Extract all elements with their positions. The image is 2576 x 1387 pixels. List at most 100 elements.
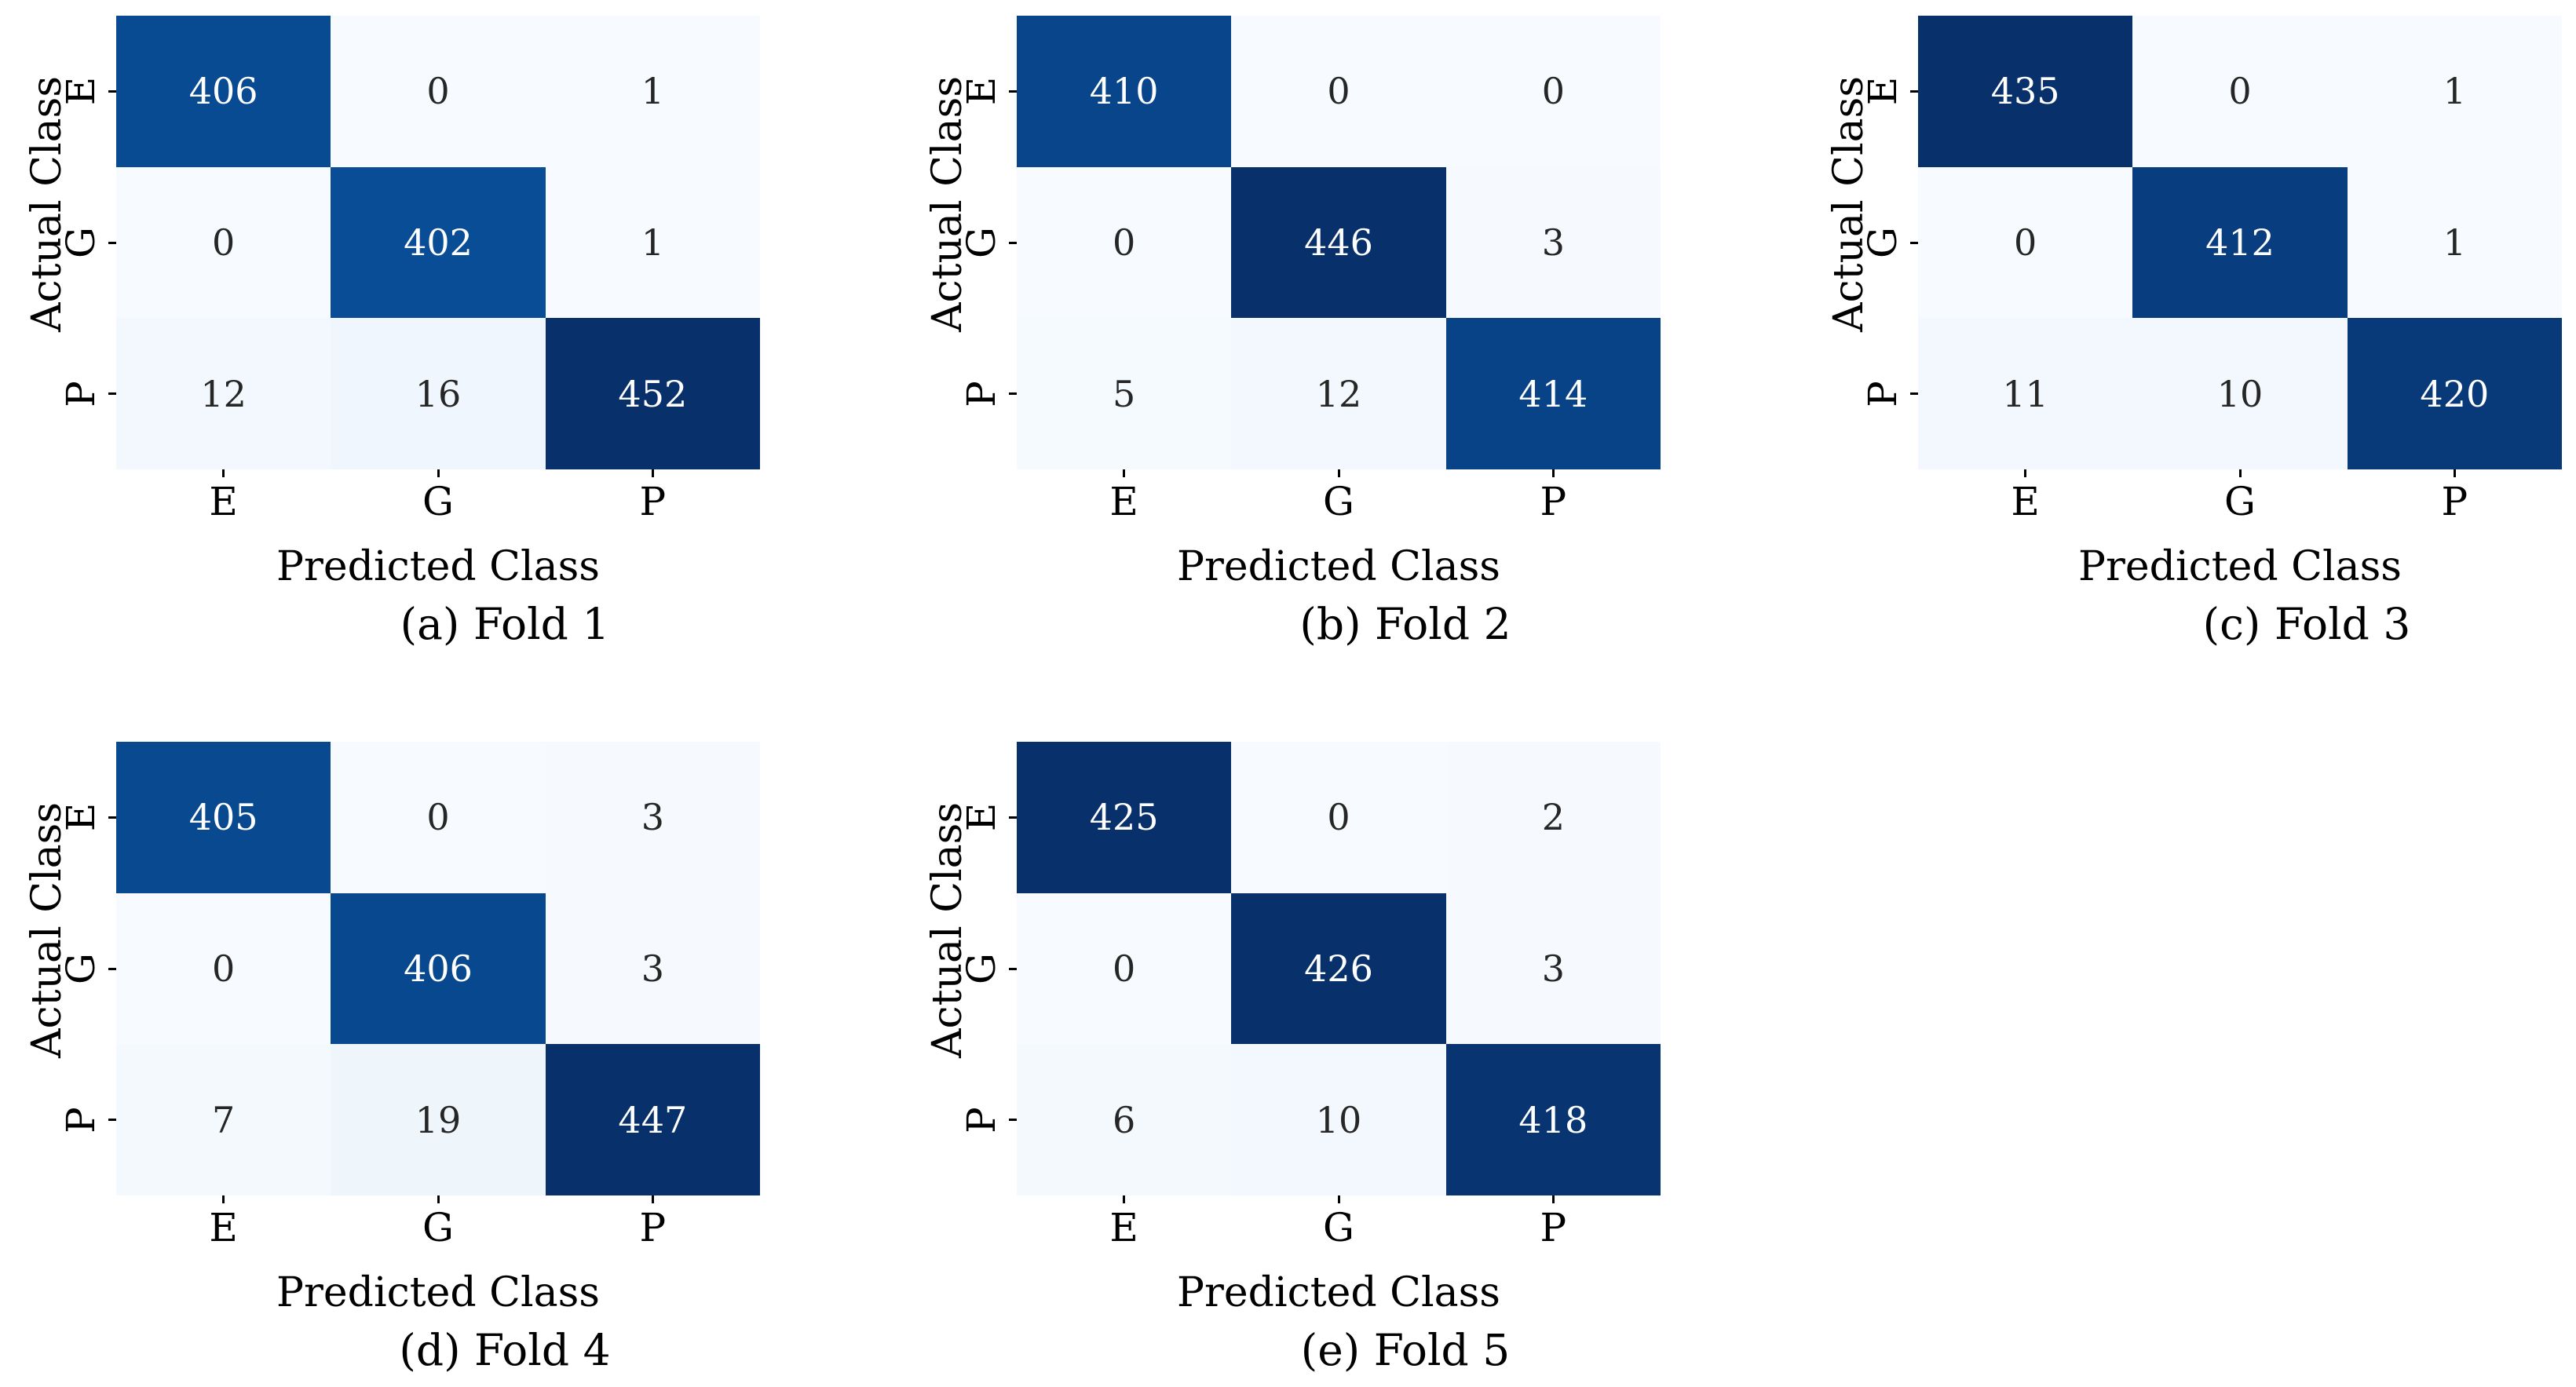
y-tick-label: G bbox=[959, 953, 1004, 984]
x-tick-label: P bbox=[1540, 1205, 1567, 1250]
x-tick-mark bbox=[1551, 469, 1555, 477]
matrix-cell: 446 bbox=[1231, 166, 1446, 319]
y-tick-mark bbox=[108, 241, 116, 244]
y-axis-label: Actual Class bbox=[24, 75, 71, 333]
y-tick-label: P bbox=[58, 380, 104, 407]
matrix-cell: 5 bbox=[1017, 318, 1232, 469]
matrix-cell: 1 bbox=[2347, 16, 2562, 167]
y-tick-label: E bbox=[58, 803, 104, 832]
matrix-cell: 0 bbox=[116, 166, 331, 319]
y-tick-mark bbox=[1910, 241, 1918, 244]
matrix-cell: 2 bbox=[1445, 742, 1661, 893]
confusion-matrix-heatmap: 410 0 0 0 446 3 5 12 414 bbox=[1017, 16, 1661, 469]
x-axis-label: Predicted Class bbox=[1177, 543, 1500, 590]
x-tick-mark bbox=[1551, 1195, 1555, 1203]
matrix-cell: 425 bbox=[1017, 742, 1232, 893]
y-axis-label: Actual Class bbox=[24, 801, 71, 1059]
x-tick-mark bbox=[1123, 469, 1126, 477]
subplot-caption: (b) Fold 2 bbox=[1299, 599, 1511, 649]
x-tick-label: G bbox=[422, 1205, 454, 1250]
x-tick-mark bbox=[2453, 469, 2456, 477]
y-tick-label: G bbox=[959, 227, 1004, 258]
x-axis-label: Predicted Class bbox=[276, 543, 600, 590]
x-tick-label: E bbox=[209, 1205, 238, 1250]
y-tick-label: E bbox=[959, 803, 1004, 832]
matrix-cell: 11 bbox=[1918, 318, 2133, 469]
matrix-cell: 10 bbox=[1231, 1044, 1446, 1195]
y-tick-mark bbox=[1009, 816, 1017, 819]
x-tick-mark bbox=[1337, 469, 1340, 477]
matrix-cell: 0 bbox=[1231, 742, 1446, 893]
matrix-cell: 412 bbox=[2132, 166, 2348, 319]
x-tick-label: G bbox=[2224, 479, 2256, 524]
matrix-cell: 0 bbox=[1445, 16, 1661, 167]
y-tick-label: G bbox=[1860, 227, 1906, 258]
matrix-cell: 6 bbox=[1017, 1044, 1232, 1195]
x-tick-label: G bbox=[1323, 1205, 1354, 1250]
x-tick-mark bbox=[222, 469, 225, 477]
subplot-caption: (e) Fold 5 bbox=[1300, 1325, 1511, 1375]
matrix-cell: 426 bbox=[1231, 892, 1446, 1045]
matrix-cell: 1 bbox=[2347, 166, 2562, 319]
matrix-cell: 3 bbox=[545, 892, 760, 1045]
confusion-matrix-heatmap: 425 0 2 0 426 3 6 10 418 bbox=[1017, 742, 1661, 1195]
matrix-cell: 3 bbox=[545, 742, 760, 893]
x-axis-label: Predicted Class bbox=[2078, 543, 2402, 590]
matrix-cell: 0 bbox=[1017, 166, 1232, 319]
matrix-cell: 10 bbox=[2132, 318, 2348, 469]
matrix-cell: 418 bbox=[1445, 1044, 1661, 1195]
x-tick-mark bbox=[437, 1195, 440, 1203]
y-tick-mark bbox=[108, 89, 116, 93]
y-tick-label: E bbox=[58, 77, 104, 106]
matrix-cell: 0 bbox=[331, 16, 546, 167]
matrix-cell: 452 bbox=[545, 318, 760, 469]
matrix-cell: 7 bbox=[116, 1044, 331, 1195]
x-axis-label: Predicted Class bbox=[1177, 1269, 1500, 1316]
matrix-cell: 406 bbox=[116, 16, 331, 167]
matrix-cell: 12 bbox=[116, 318, 331, 469]
matrix-cell: 0 bbox=[331, 742, 546, 893]
matrix-cell: 435 bbox=[1918, 16, 2133, 167]
confusion-matrix-heatmap: 406 0 1 0 402 1 12 16 452 bbox=[116, 16, 760, 469]
matrix-cell: 0 bbox=[1918, 166, 2133, 319]
matrix-cell: 402 bbox=[331, 166, 546, 319]
matrix-cell: 414 bbox=[1445, 318, 1661, 469]
matrix-cell: 1 bbox=[545, 16, 760, 167]
y-tick-label: P bbox=[58, 1106, 104, 1133]
x-tick-label: P bbox=[1540, 479, 1567, 524]
matrix-cell: 0 bbox=[116, 892, 331, 1045]
y-tick-label: G bbox=[58, 227, 104, 258]
matrix-cell: 0 bbox=[1017, 892, 1232, 1045]
x-axis-label: Predicted Class bbox=[276, 1269, 600, 1316]
x-tick-mark bbox=[1123, 1195, 1126, 1203]
y-tick-label: P bbox=[1860, 380, 1906, 407]
matrix-cell: 406 bbox=[331, 892, 546, 1045]
x-tick-mark bbox=[2238, 469, 2242, 477]
x-tick-label: E bbox=[1109, 1205, 1138, 1250]
x-tick-label: G bbox=[1323, 479, 1354, 524]
y-tick-mark bbox=[1009, 392, 1017, 396]
y-tick-mark bbox=[1910, 392, 1918, 396]
x-tick-label: P bbox=[2441, 479, 2468, 524]
x-tick-mark bbox=[437, 469, 440, 477]
x-tick-mark bbox=[651, 469, 654, 477]
y-tick-mark bbox=[108, 392, 116, 396]
confusion-matrix-heatmap: 405 0 3 0 406 3 7 19 447 bbox=[116, 742, 760, 1195]
y-tick-label: E bbox=[1860, 77, 1906, 106]
matrix-cell: 447 bbox=[545, 1044, 760, 1195]
x-tick-label: P bbox=[639, 479, 667, 524]
x-tick-label: E bbox=[209, 479, 238, 524]
y-tick-label: P bbox=[959, 1106, 1004, 1133]
y-axis-label: Actual Class bbox=[1825, 75, 1873, 333]
x-tick-mark bbox=[1337, 1195, 1340, 1203]
y-tick-mark bbox=[1009, 1119, 1017, 1122]
x-tick-label: G bbox=[422, 479, 454, 524]
y-tick-label: G bbox=[58, 953, 104, 984]
y-tick-mark bbox=[1009, 241, 1017, 244]
